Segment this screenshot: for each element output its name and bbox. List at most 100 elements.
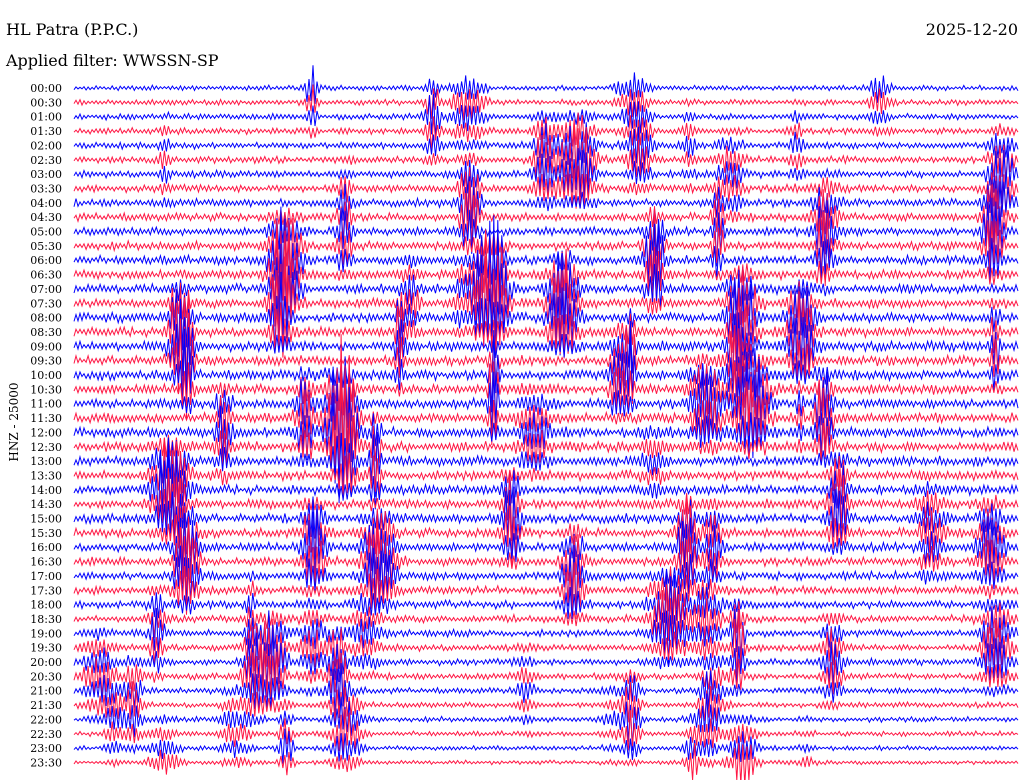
time-tick-label: 11:30 (30, 412, 62, 425)
trace-line (73, 355, 1019, 446)
trace-line (73, 743, 1019, 780)
trace-line (73, 663, 1019, 717)
trace-line (73, 440, 1019, 541)
time-tick-label: 18:00 (30, 599, 62, 612)
time-tick-label: 08:00 (30, 312, 62, 325)
trace-line (73, 607, 1019, 665)
station-title: HL Patra (P.P.C.) (6, 20, 139, 39)
time-tick-label: 15:30 (30, 527, 62, 540)
trace-line (73, 312, 1019, 419)
trace-group (73, 65, 1019, 780)
time-tick-label: 14:00 (30, 484, 62, 497)
time-tick-label: 09:30 (30, 355, 62, 368)
time-tick-label: 01:30 (30, 125, 62, 138)
trace-line (73, 119, 1019, 195)
time-tick-label: 01:00 (30, 111, 62, 124)
time-tick-label: 19:30 (30, 642, 62, 655)
time-tick-label: 20:30 (30, 670, 62, 683)
time-tick-label: 04:00 (30, 197, 62, 210)
time-tick-label: 08:30 (30, 326, 62, 339)
trace-line (73, 624, 1019, 700)
time-tick-label: 12:00 (30, 426, 62, 439)
trace-line (73, 693, 1019, 751)
time-tick-label: 09:00 (30, 340, 62, 353)
trace-line (73, 227, 1019, 314)
trace-line (73, 215, 1019, 350)
time-tick-label: 13:00 (30, 455, 62, 468)
time-tick-label: 21:00 (30, 685, 62, 698)
trace-line (73, 493, 1019, 567)
trace-line (73, 176, 1019, 233)
trace-line (73, 584, 1019, 648)
time-tick-label: 06:00 (30, 254, 62, 267)
trace-line (73, 508, 1019, 592)
time-tick-label: 15:00 (30, 513, 62, 526)
time-tick-label: 23:30 (30, 756, 62, 769)
trace-line (73, 334, 1019, 500)
time-tick-label: 11:00 (30, 398, 62, 411)
trace-line (73, 165, 1019, 220)
trace-line (73, 65, 1019, 104)
trace-line (73, 197, 1019, 268)
time-tick-label: 02:00 (30, 139, 62, 152)
trace-line (73, 486, 1019, 567)
trace-line (73, 145, 1019, 204)
trace-line (73, 437, 1019, 514)
time-tick-label: 05:00 (30, 226, 62, 239)
trace-line (73, 609, 1019, 681)
time-tick-label: 06:30 (30, 269, 62, 282)
time-tick-label: 12:30 (30, 441, 62, 454)
time-tick-label: 03:30 (30, 182, 62, 195)
time-tick-label: 19:00 (30, 627, 62, 640)
trace-line (73, 709, 1019, 753)
trace-line (73, 431, 1019, 497)
time-tick-label: 23:00 (30, 742, 62, 755)
trace-line (73, 365, 1019, 496)
trace-line (73, 255, 1019, 359)
trace-line (73, 112, 1019, 153)
time-tick-label: 03:00 (30, 168, 62, 181)
time-tick-label: 20:00 (30, 656, 62, 669)
time-tick-label: 10:30 (30, 383, 62, 396)
trace-line (73, 467, 1019, 547)
time-tick-label: 02:30 (30, 154, 62, 167)
trace-line (73, 327, 1019, 413)
trace-line (73, 728, 1019, 764)
trace-line (73, 269, 1019, 360)
time-tick-label: 13:30 (30, 469, 62, 482)
trace-line (73, 298, 1019, 402)
trace-line (73, 94, 1019, 139)
time-tick-label: 10:00 (30, 369, 62, 382)
time-tick-label: 17:30 (30, 584, 62, 597)
trace-line (73, 544, 1019, 613)
time-tick-label: 04:30 (30, 211, 62, 224)
trace-line (73, 206, 1019, 287)
filter-label: Applied filter: WWSSN-SP (6, 51, 219, 70)
trace-line (73, 282, 1019, 393)
time-tick-label: 22:00 (30, 713, 62, 726)
trace-line (73, 562, 1019, 620)
time-tick-label: 16:30 (30, 556, 62, 569)
time-tick-label: 14:30 (30, 498, 62, 511)
trace-line (73, 122, 1019, 175)
time-tick-label: 16:00 (30, 541, 62, 554)
trace-line (73, 206, 1019, 317)
time-tick-label: 00:00 (30, 82, 62, 95)
trace-line (73, 571, 1019, 636)
time-tick-label: 05:30 (30, 240, 62, 253)
trace-line (73, 370, 1019, 504)
trace-line (73, 356, 1019, 459)
trace-line (73, 181, 1019, 248)
time-tick-label: 21:30 (30, 699, 62, 712)
time-tick-label: 07:00 (30, 283, 62, 296)
time-tick-label: 22:30 (30, 728, 62, 741)
trace-line (73, 514, 1019, 606)
time-tick-label: 18:30 (30, 613, 62, 626)
time-tick-label: 17:00 (30, 570, 62, 583)
trace-line (73, 644, 1019, 711)
trace-line (73, 84, 1019, 121)
time-tick-label: 07:30 (30, 297, 62, 310)
